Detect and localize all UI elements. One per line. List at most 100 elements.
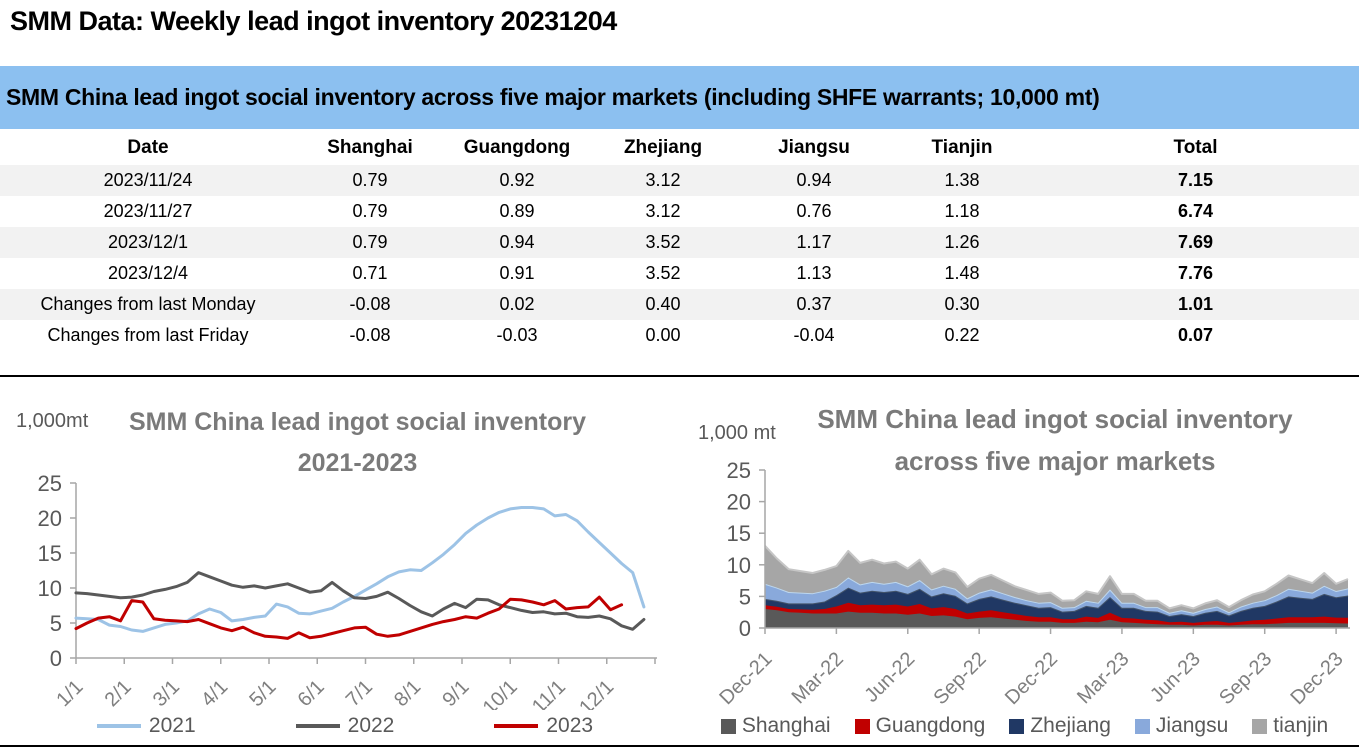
bottom-border <box>0 745 1359 747</box>
y-tick-label: 25 <box>38 471 62 496</box>
column-header-jiangsu: Jiangsu <box>778 136 850 158</box>
y-tick-label: 10 <box>38 576 62 601</box>
legend-swatch-shanghai <box>720 718 736 734</box>
row-label: 2023/12/1 <box>107 232 189 252</box>
y-tick-label: 20 <box>38 506 62 531</box>
right-chart-legend: Shanghai Guangdong Zhejiang Jiangsu tianjin <box>690 714 1359 738</box>
cell-value: 0.02 <box>499 294 535 314</box>
right-chart-unit-label: 1,000 mt <box>698 422 776 444</box>
x-tick-label: 9/1 <box>438 676 473 710</box>
x-tick-label: Jun-22 <box>861 648 920 707</box>
y-tick-label: 15 <box>38 541 62 566</box>
legend-swatch-tianjin <box>1252 718 1268 734</box>
legend-label: 2022 <box>347 714 395 737</box>
x-tick-label: 7/1 <box>342 676 377 710</box>
left-chart-title-line1: SMM China lead ingot social inventory <box>128 408 586 436</box>
row-label: 2023/12/4 <box>107 263 189 283</box>
column-header-tianjin: Tianjin <box>931 136 993 158</box>
legend-label: Jiangsu <box>1155 714 1229 737</box>
cell-value: 1.38 <box>944 170 980 190</box>
column-header-guangdong: Guangdong <box>463 136 571 158</box>
area-Jiangsu <box>765 577 1348 616</box>
legend-label: Zhejiang <box>1030 714 1111 737</box>
column-header-total: Total <box>1173 136 1218 158</box>
cell-total: 7.15 <box>1177 170 1214 190</box>
cell-value: -0.08 <box>349 294 391 314</box>
y-tick-label: 5 <box>739 584 751 609</box>
legend-swatch-2023 <box>494 724 539 728</box>
x-tick-label: 3/1 <box>149 676 184 710</box>
legend-swatch-jiangsu <box>1134 718 1150 734</box>
cell-value: -0.03 <box>496 325 538 345</box>
legend-item-jiangsu: Jiangsu <box>1134 714 1229 738</box>
cell-value: 0.94 <box>499 232 535 252</box>
cell-value: 0.40 <box>645 294 681 314</box>
x-tick-label: Mar-23 <box>1073 648 1133 708</box>
legend-swatch-2021 <box>96 724 141 728</box>
row-label: 2023/11/24 <box>103 170 193 190</box>
table-row: Changes from last Monday -0.08 0.02 0.40 0.3… <box>0 289 1359 320</box>
table-row: 2023/12/4 0.71 0.91 3.52 1.13 1.48 7.76 <box>0 258 1359 289</box>
cell-value: 1.13 <box>796 263 832 283</box>
cell-value: 3.52 <box>645 232 681 252</box>
cell-value: -0.08 <box>349 325 391 345</box>
x-tick-label: Dec-21 <box>715 648 776 709</box>
cell-value: 0.30 <box>944 294 980 314</box>
area-tianjin <box>765 545 1348 613</box>
x-tick-label: 2/1 <box>101 676 136 710</box>
cell-value: 3.12 <box>645 201 681 221</box>
legend-swatch-2022 <box>295 724 340 728</box>
cell-value: 3.52 <box>645 263 681 283</box>
legend-item-2021: 2021 <box>96 714 196 738</box>
legend-label: 2021 <box>148 714 196 737</box>
left-chart-unit-label: 1,000mt <box>16 410 89 432</box>
left-chart-title: SMM China lead ingot social inventory 20… <box>85 402 630 484</box>
legend-item-tianjin: tianjin <box>1252 714 1328 738</box>
cell-value: -0.04 <box>793 325 835 345</box>
legend-item-2023: 2023 <box>494 714 593 738</box>
cell-value: 0.79 <box>352 170 388 190</box>
table-banner-text: SMM China lead ingot social inventory ac… <box>6 84 1100 110</box>
left-chart-title-line2: 2021-2023 <box>297 449 418 477</box>
column-header-shanghai: Shanghai <box>327 136 413 158</box>
x-tick-label: 10/1 <box>479 676 522 710</box>
legend-label: tianjin <box>1273 714 1329 737</box>
line-chart-section: 1,000mt SMM China lead ingot social inve… <box>0 388 690 746</box>
cell-value: 0.71 <box>352 263 388 283</box>
x-tick-label: 8/1 <box>390 676 425 710</box>
legend-label: Shanghai <box>741 714 831 737</box>
x-tick-label: 4/1 <box>197 676 232 710</box>
area-Shanghai <box>765 609 1348 628</box>
cell-value: 0.89 <box>499 201 535 221</box>
stacked-area-chart-svg: 0 5 10 15 20 25 Dec-21 Mar-22 Jun-22 Sep-22 Dec-22… <box>715 458 1350 709</box>
section-divider <box>0 375 1359 377</box>
cell-value: 0.91 <box>499 263 535 283</box>
cell-value: 0.94 <box>796 170 832 190</box>
column-header-date: Date <box>127 136 169 158</box>
right-chart-title-line2: across five major markets <box>894 446 1216 476</box>
stacked-area-chart-section: 1,000 mt SMM China lead ingot social inv… <box>690 388 1359 746</box>
legend-swatch-guangdong <box>854 718 870 734</box>
legend-label: 2023 <box>546 714 594 737</box>
cell-value: 1.17 <box>796 232 832 252</box>
page-title: SMM Data: Weekly lead ingot inventory 20… <box>10 6 617 36</box>
cell-value: 0.37 <box>796 294 832 314</box>
y-tick-label: 0 <box>739 616 751 641</box>
cell-total: 7.69 <box>1177 232 1214 252</box>
series-line-2021 <box>74 506 646 633</box>
cell-value: 3.12 <box>645 170 681 190</box>
x-tick-label: Sep-22 <box>930 648 991 709</box>
cell-total: 1.01 <box>1177 294 1214 314</box>
legend-item-2022: 2022 <box>295 714 395 738</box>
legend-item-guangdong: Guangdong <box>854 714 985 738</box>
legend-item-shanghai: Shanghai <box>720 714 831 738</box>
right-chart-title: SMM China lead ingot social inventory ac… <box>765 398 1345 482</box>
right-chart-title-line1: SMM China lead ingot social inventory <box>817 404 1293 434</box>
legend-item-zhejiang: Zhejiang <box>1009 714 1111 738</box>
cell-total: 6.74 <box>1177 201 1214 221</box>
area-edge-tianjin <box>764 545 1349 610</box>
x-tick-label: 12/1 <box>575 676 618 710</box>
table-header-row: Date Shanghai Guangdong Zhejiang Jiangsu Tian… <box>0 130 1359 165</box>
x-tick-label: Dec-22 <box>1001 648 1062 709</box>
